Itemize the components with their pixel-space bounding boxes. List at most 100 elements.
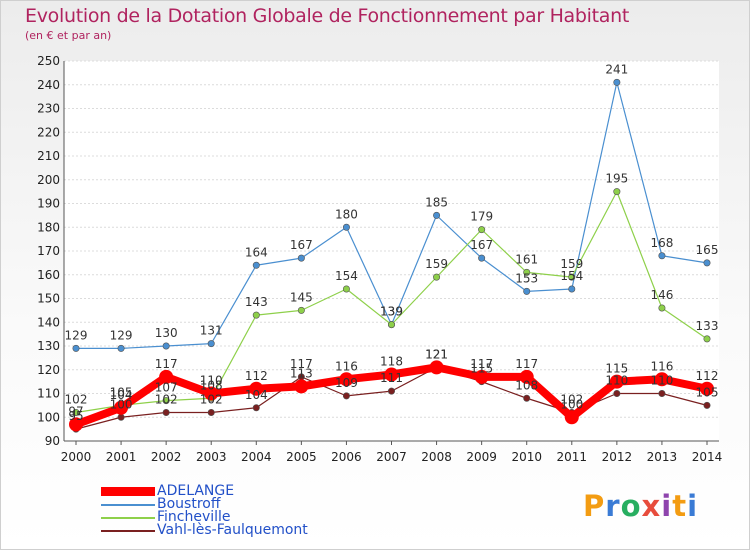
data-label-adelange: 112 bbox=[245, 369, 268, 383]
data-label-fincheville: 102 bbox=[65, 393, 88, 407]
data-label-boustroff: 241 bbox=[605, 62, 628, 76]
data-point-fincheville bbox=[658, 304, 666, 312]
data-label-vahl-l-s-faulquemont: 104 bbox=[245, 388, 268, 402]
legend-label-vahl: Vahl-lès-Faulquemont bbox=[157, 522, 308, 538]
data-label-adelange: 117 bbox=[155, 357, 178, 371]
data-point-boustroff bbox=[613, 78, 621, 86]
data-point-adelange bbox=[474, 369, 489, 384]
y-tick-label: 220 bbox=[37, 125, 60, 139]
logo-letter: i bbox=[687, 489, 699, 523]
y-tick-label: 200 bbox=[37, 173, 60, 187]
data-point-boustroff bbox=[658, 252, 666, 260]
data-label-fincheville: 108 bbox=[200, 378, 223, 392]
data-label-boustroff: 129 bbox=[65, 328, 88, 342]
legend-swatch-vahl bbox=[101, 530, 155, 532]
x-tick-label: 2011 bbox=[557, 450, 588, 464]
data-label-vahl-l-s-faulquemont: 100 bbox=[110, 397, 133, 411]
data-label-adelange: 113 bbox=[290, 366, 313, 380]
data-label-fincheville: 105 bbox=[110, 385, 133, 399]
x-tick-label: 2000 bbox=[61, 450, 92, 464]
data-label-fincheville: 107 bbox=[155, 381, 178, 395]
legend-label-fincheville: Fincheville bbox=[157, 509, 231, 525]
data-point-fincheville bbox=[703, 335, 711, 343]
data-point-boustroff bbox=[162, 342, 170, 350]
x-tick-label: 2007 bbox=[376, 450, 407, 464]
data-label-boustroff: 129 bbox=[110, 328, 133, 342]
data-point-vahl-l-s-faulquemont bbox=[387, 387, 395, 395]
y-tick-label: 110 bbox=[37, 387, 60, 401]
logo-letter: o bbox=[620, 489, 642, 523]
data-point-vahl-l-s-faulquemont bbox=[162, 408, 170, 416]
data-label-adelange: 97 bbox=[68, 404, 83, 418]
y-tick-label: 130 bbox=[37, 339, 60, 353]
y-tick-label: 140 bbox=[37, 315, 60, 329]
data-point-vahl-l-s-faulquemont bbox=[207, 408, 215, 416]
data-point-boustroff bbox=[433, 211, 441, 219]
data-point-adelange bbox=[609, 374, 624, 389]
data-label-boustroff: 167 bbox=[470, 238, 493, 252]
data-point-fincheville bbox=[297, 306, 305, 314]
data-point-boustroff bbox=[297, 254, 305, 262]
legend-label-adelange: ADELANGE bbox=[157, 483, 235, 499]
data-label-adelange: 116 bbox=[335, 359, 358, 373]
data-point-vahl-l-s-faulquemont bbox=[613, 389, 621, 397]
data-label-boustroff: 131 bbox=[200, 324, 223, 338]
data-label-vahl-l-s-faulquemont: 115 bbox=[470, 362, 493, 376]
data-point-fincheville bbox=[433, 273, 441, 281]
x-tick-label: 2004 bbox=[241, 450, 272, 464]
data-label-fincheville: 161 bbox=[515, 252, 538, 266]
data-point-adelange bbox=[114, 400, 129, 415]
data-label-vahl-l-s-faulquemont: 102 bbox=[560, 393, 583, 407]
data-label-boustroff: 130 bbox=[155, 326, 178, 340]
data-point-vahl-l-s-faulquemont bbox=[117, 413, 125, 421]
x-tick-label: 2008 bbox=[421, 450, 452, 464]
data-point-fincheville bbox=[387, 321, 395, 329]
logo-letter: x bbox=[641, 489, 662, 523]
data-label-vahl-l-s-faulquemont: 108 bbox=[515, 378, 538, 392]
y-tick-label: 150 bbox=[37, 292, 60, 306]
data-label-boustroff: 139 bbox=[380, 305, 403, 319]
data-label-vahl-l-s-faulquemont: 109 bbox=[335, 376, 358, 390]
data-point-adelange bbox=[339, 372, 354, 387]
data-point-fincheville bbox=[252, 311, 260, 319]
data-point-fincheville bbox=[72, 408, 80, 416]
y-tick-label: 250 bbox=[37, 54, 60, 68]
data-label-vahl-l-s-faulquemont: 111 bbox=[380, 371, 403, 385]
data-label-vahl-l-s-faulquemont: 110 bbox=[605, 374, 628, 388]
data-point-adelange bbox=[519, 369, 534, 384]
x-tick-label: 2002 bbox=[151, 450, 182, 464]
x-tick-label: 2009 bbox=[466, 450, 497, 464]
data-label-adelange: 117 bbox=[515, 357, 538, 371]
data-point-adelange bbox=[249, 381, 264, 396]
data-label-fincheville: 159 bbox=[560, 257, 583, 271]
data-label-boustroff: 153 bbox=[515, 271, 538, 285]
data-label-fincheville: 159 bbox=[425, 257, 448, 271]
data-point-fincheville bbox=[523, 268, 531, 276]
y-tick-label: 230 bbox=[37, 102, 60, 116]
legend-swatch-adelange bbox=[101, 487, 155, 496]
y-tick-label: 100 bbox=[37, 410, 60, 424]
data-label-adelange: 104 bbox=[110, 388, 133, 402]
legend-swatch-boustroff bbox=[101, 504, 155, 506]
data-label-fincheville: 179 bbox=[470, 210, 493, 224]
y-tick-label: 240 bbox=[37, 78, 60, 92]
chart-subtitle: (en € et par an) bbox=[25, 29, 112, 42]
data-label-fincheville: 195 bbox=[605, 172, 628, 186]
data-point-adelange bbox=[384, 367, 399, 382]
data-label-vahl-l-s-faulquemont: 95 bbox=[68, 409, 83, 423]
data-point-vahl-l-s-faulquemont bbox=[523, 394, 531, 402]
data-point-vahl-l-s-faulquemont bbox=[342, 392, 350, 400]
x-tick-label: 2013 bbox=[647, 450, 678, 464]
x-tick-label: 2003 bbox=[196, 450, 227, 464]
data-label-boustroff: 167 bbox=[290, 238, 313, 252]
x-tick-label: 2012 bbox=[602, 450, 633, 464]
data-point-boustroff bbox=[703, 259, 711, 267]
data-point-boustroff bbox=[252, 261, 260, 269]
data-label-vahl-l-s-faulquemont: 102 bbox=[155, 393, 178, 407]
data-label-boustroff: 185 bbox=[425, 195, 448, 209]
data-label-vahl-l-s-faulquemont: 102 bbox=[200, 393, 223, 407]
data-point-fincheville bbox=[478, 226, 486, 234]
chart-title: Evolution de la Dotation Globale de Fonc… bbox=[25, 5, 630, 27]
data-label-fincheville: 145 bbox=[290, 290, 313, 304]
